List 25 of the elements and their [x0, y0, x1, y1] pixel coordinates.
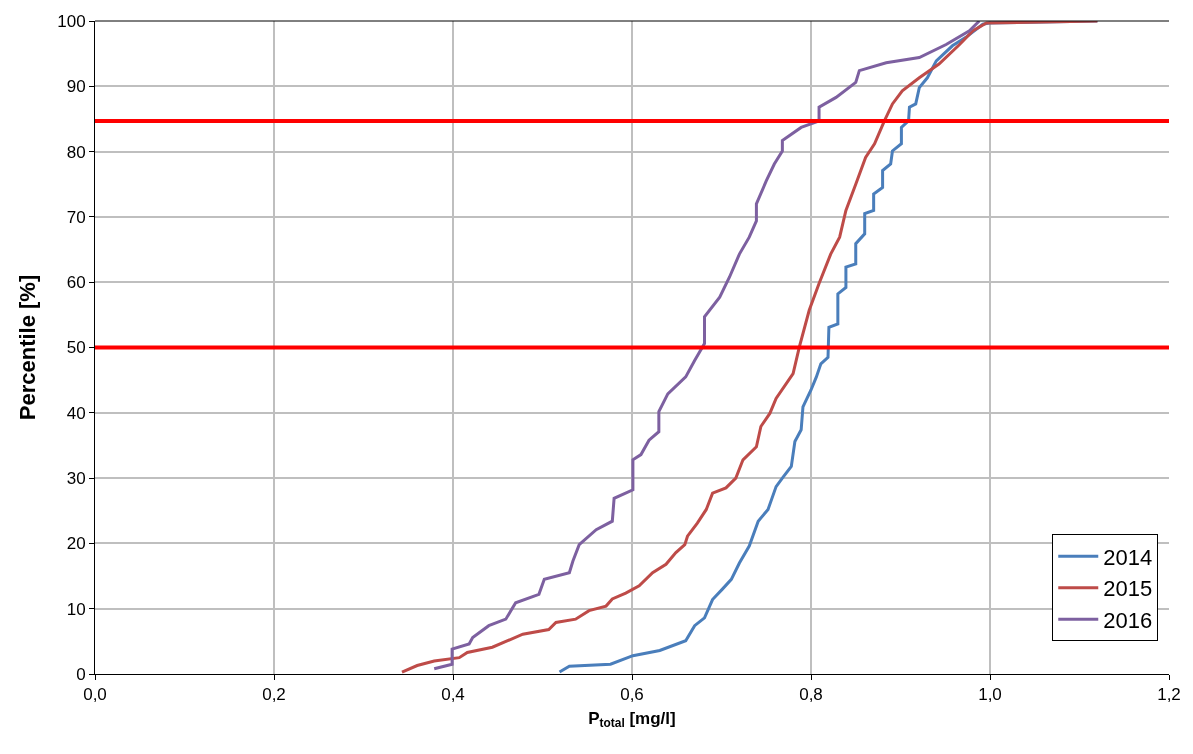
- y-axis-title: Percentile [%]: [15, 274, 41, 421]
- y-tick-label: 80: [66, 142, 86, 162]
- legend-label: 2014: [1103, 544, 1153, 570]
- x-axis-title: P$_{total}$ [mg/l]: [588, 708, 676, 731]
- y-tick-label: 20: [66, 534, 86, 554]
- y-tick-label: 100: [57, 11, 86, 31]
- x-tick-label: 0,8: [799, 685, 823, 705]
- y-tick-label: 60: [66, 273, 86, 293]
- y-tick-label: 70: [66, 207, 86, 227]
- x-tick-label: 1,2: [1157, 685, 1181, 705]
- y-tick-label: 0: [76, 664, 86, 684]
- line-series: [400, 21, 1099, 674]
- y-tick-label: 10: [66, 599, 86, 619]
- y-tick-label: 50: [66, 338, 86, 358]
- x-tick-label: 0,6: [620, 685, 644, 705]
- x-tick-label: 1,0: [978, 685, 1002, 705]
- x-tick-label: 0,4: [441, 685, 465, 705]
- legend-label: 2016: [1103, 607, 1153, 633]
- x-tick-label: 0,0: [83, 685, 107, 705]
- x-tick-label: 0,2: [262, 685, 286, 705]
- y-tick-label: 30: [66, 469, 86, 489]
- y-tick-label: 40: [66, 403, 86, 423]
- legend-label: 2015: [1103, 576, 1153, 602]
- line-series: [432, 21, 981, 671]
- y-tick-label: 90: [66, 77, 86, 97]
